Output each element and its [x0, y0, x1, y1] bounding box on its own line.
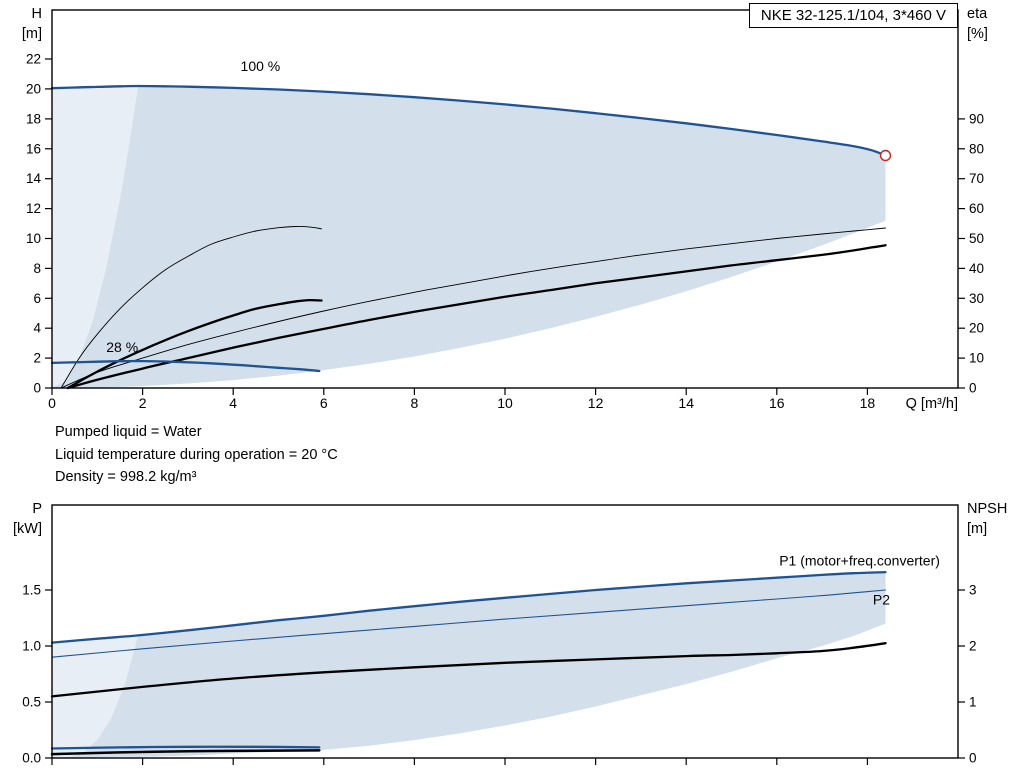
curve-head-100pct — [50, 84, 887, 157]
tick-label-y-left: 12 — [26, 201, 41, 216]
tick-label-x: 2 — [139, 395, 147, 411]
curve-eta-pump-reduced — [60, 226, 322, 389]
envelope-left-light — [52, 86, 139, 388]
y-right-axis-title: eta — [967, 6, 988, 22]
curve-p2-28pct — [50, 749, 321, 756]
tick-label-y-left: 2 — [33, 351, 41, 366]
tick-label-y-left: 0 — [33, 381, 41, 396]
curve-eta-total-100 — [66, 244, 887, 390]
hq-chart: 100 %28 %0246810121416182022010203040506… — [22, 6, 988, 412]
tick-label-x: 8 — [411, 395, 419, 411]
tick-label-y-right: 0 — [969, 751, 977, 766]
y-left-axis-title: [kW] — [13, 521, 42, 537]
tick-label-x: 14 — [678, 395, 694, 411]
curve-eta-total-reduced — [66, 298, 323, 390]
liquid-info-block: Pumped liquid = Water Liquid temperature… — [55, 421, 338, 489]
tick-label-y-left: 0.0 — [22, 751, 41, 766]
tick-label-y-left: 20 — [26, 81, 41, 96]
tick-label-y-right: 10 — [969, 351, 984, 366]
y-left-axis-title: [m] — [22, 26, 42, 42]
tick-label-y-left: 10 — [26, 231, 41, 246]
tick-label-y-right: 3 — [969, 583, 977, 598]
tick-label-y-left: 0.5 — [22, 695, 41, 710]
tick-label-y-left: 8 — [33, 261, 41, 276]
x-axis-title: Q [m³/h] — [906, 396, 958, 412]
tick-label-y-left: 1.0 — [22, 639, 41, 654]
power-envelope-left-light — [52, 635, 139, 758]
curve-p1-28pct — [50, 745, 321, 750]
tick-label-y-right: 1 — [969, 695, 977, 710]
curve-p1-100pct — [50, 570, 887, 644]
info-line-pumped-liquid: Pumped liquid = Water — [55, 424, 202, 440]
info-line-temperature: Liquid temperature during operation = 20… — [55, 446, 338, 463]
tick-label-y-left: 1.5 — [22, 583, 41, 598]
power-npsh-chart: P1 (motor+freq.converter)P20.00.51.01.50… — [13, 501, 1007, 766]
tick-label-y-left: 16 — [26, 141, 41, 156]
y-right-axis-title: NPSH — [967, 501, 1007, 517]
tick-label-y-right: 20 — [969, 321, 984, 336]
tick-label-y-right: 70 — [969, 171, 984, 186]
y-right-axis-title: [m] — [967, 521, 987, 537]
info-line-density: Density = 998.2 kg/m³ — [55, 469, 197, 485]
tick-label-y-left: 22 — [26, 52, 41, 67]
tick-label-x: 4 — [229, 395, 237, 411]
curve-annotation-0: P1 (motor+freq.converter) — [779, 552, 940, 568]
tick-label-y-left: 14 — [26, 171, 42, 186]
y-left-axis-title: P — [32, 501, 42, 517]
tick-label-x: 0 — [48, 395, 56, 411]
tick-label-y-left: 18 — [26, 111, 41, 126]
tick-label-y-left: 6 — [33, 291, 41, 306]
y-left-axis-title: H — [32, 6, 42, 22]
tick-label-y-right: 40 — [969, 261, 984, 276]
curve-head-28pct — [50, 359, 321, 373]
curve-annotation-1: 28 % — [106, 339, 138, 355]
tick-label-y-left: 4 — [33, 321, 41, 336]
tick-label-y-right: 0 — [969, 381, 977, 396]
operating-envelope — [52, 86, 886, 388]
y-right-axis-title: [%] — [967, 26, 988, 42]
tick-label-x: 16 — [769, 395, 785, 411]
tick-label-y-right: 50 — [969, 231, 984, 246]
curve-p2-100pct — [51, 589, 887, 658]
tick-label-y-right: 80 — [969, 141, 984, 156]
curve-annotation-1: P2 — [873, 592, 890, 608]
tick-label-y-right: 2 — [969, 639, 977, 654]
pump-model-title: NKE 32-125.1/104, 3*460 V — [760, 7, 946, 24]
tick-label-y-right: 30 — [969, 291, 984, 306]
tick-label-x: 18 — [860, 395, 876, 411]
tick-label-y-right: 60 — [969, 201, 984, 216]
tick-label-y-right: 90 — [969, 111, 984, 126]
curve-eta-pump-100 — [60, 227, 886, 389]
tick-label-x: 10 — [497, 395, 513, 411]
duty-point-marker — [879, 149, 892, 162]
tick-label-x: 6 — [320, 395, 328, 411]
chart-title-box: NKE 32-125.1/104, 3*460 V — [748, 3, 958, 28]
curve-annotation-0: 100 % — [241, 58, 281, 74]
tick-label-x: 12 — [588, 395, 604, 411]
curve-npsh — [50, 642, 887, 698]
